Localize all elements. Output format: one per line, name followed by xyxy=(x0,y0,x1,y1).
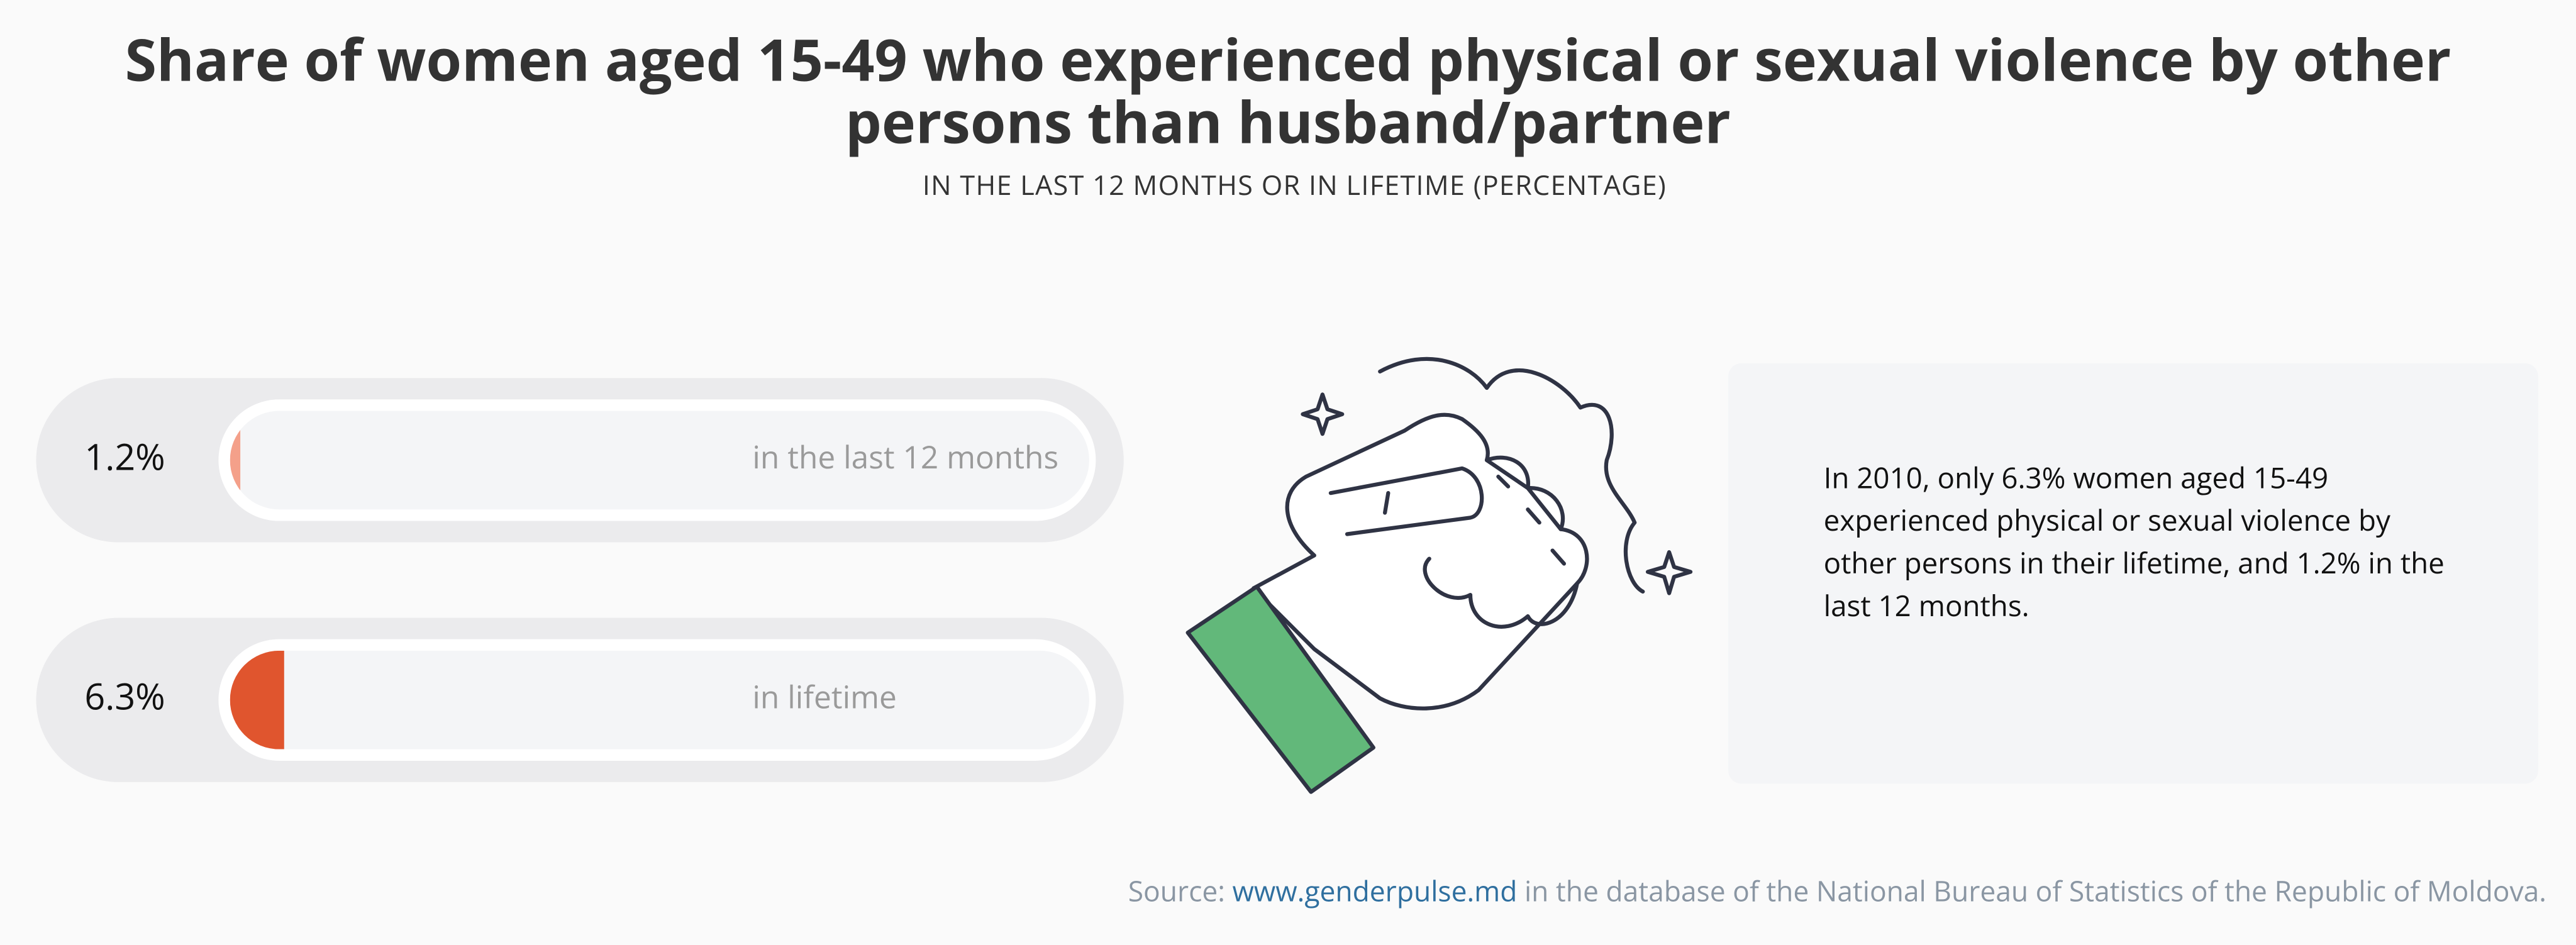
knuckle-lines xyxy=(1382,474,1566,566)
sleeve xyxy=(1185,584,1375,794)
title-box: Share of women aged 15-49 who experience… xyxy=(125,30,2451,162)
fist-illustration xyxy=(1252,356,1693,710)
sparkle xyxy=(1645,550,1693,595)
annotation-wrap: In 2010, only 6.3% women aged 15-49 expe… xyxy=(1823,458,2445,626)
source: Source: www.genderpulse.md in the databa… xyxy=(1128,872,2546,910)
hand xyxy=(1252,412,1589,710)
fingers xyxy=(1423,458,1579,629)
category-label: in lifetime xyxy=(752,675,897,718)
source-text: in the database of the National Bureau o… xyxy=(1524,872,2546,910)
annotation-box xyxy=(1728,363,2538,784)
thumb xyxy=(1328,466,1484,536)
bar-track xyxy=(230,411,1089,510)
sparkle xyxy=(1301,392,1345,436)
source-link[interactable]: www.genderpulse.md xyxy=(1232,872,1517,910)
source-label: Source: xyxy=(1128,872,1225,910)
category-label: in the last 12 months xyxy=(752,435,1058,478)
chart-title: Share of women aged 15-49 who experience… xyxy=(125,30,2451,162)
value-label: 6.3% xyxy=(84,671,165,721)
annotation: In 2010, only 6.3% women aged 15-49 expe… xyxy=(1823,458,2445,626)
impact-cloud xyxy=(1378,356,1645,594)
value-label: 1.2% xyxy=(84,431,165,480)
bar-track xyxy=(230,650,1089,749)
chart-subtitle: IN THE LAST 12 MONTHS OR IN LIFETIME (PE… xyxy=(923,166,1667,203)
